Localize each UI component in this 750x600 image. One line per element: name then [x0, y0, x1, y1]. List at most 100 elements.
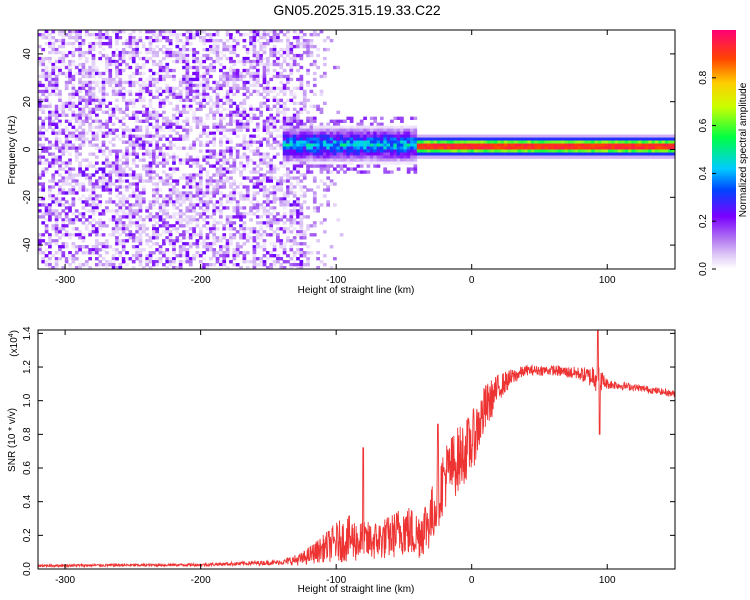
spectrogram-cell — [262, 242, 267, 246]
spectrogram-cell — [98, 185, 103, 189]
spectrogram-cell — [336, 65, 341, 70]
y-tick-label: 0.6 — [22, 461, 33, 475]
spectrogram-cell — [151, 30, 156, 34]
spectrogram-cell — [460, 146, 465, 150]
spectrogram-cell — [185, 98, 190, 103]
spectrogram-cell — [269, 206, 274, 210]
spectrogram-cell — [232, 227, 237, 231]
spectrogram-cell — [135, 164, 139, 168]
spectrogram-cell — [289, 137, 294, 141]
spectrogram-cell — [145, 209, 149, 213]
spectrogram-cell — [604, 146, 609, 150]
spectrogram-cell — [64, 260, 69, 264]
spectrogram-cell — [282, 266, 287, 269]
spectrogram-cell — [453, 140, 458, 144]
spectrogram-cell — [215, 92, 220, 97]
spectrogram-cell — [91, 134, 96, 138]
spectrogram-cell — [396, 158, 401, 162]
spectrogram-cell — [155, 113, 160, 117]
spectrogram-cell — [296, 182, 300, 186]
spectrogram-cell — [322, 134, 327, 138]
spectrogram-cell — [487, 155, 491, 159]
spectrogram-cell — [282, 173, 287, 177]
spectrogram-cell — [61, 152, 66, 156]
spectrogram-cell — [162, 254, 166, 258]
spectrogram-cell — [497, 146, 502, 150]
spectrogram-cell — [634, 134, 639, 138]
spectrogram-cell — [547, 140, 552, 144]
spectrogram-cell — [530, 137, 535, 141]
spectrogram-cell — [58, 227, 62, 231]
spectrogram-cell — [188, 245, 193, 249]
spectrogram-cell — [232, 131, 237, 135]
spectrogram-cell — [510, 134, 515, 138]
spectrogram-cell — [316, 134, 320, 138]
spectrogram-cell — [68, 254, 72, 258]
spectrogram-cell — [403, 149, 408, 153]
spectrogram-cell — [195, 125, 200, 129]
spectrogram-cell — [232, 83, 237, 88]
spectrogram-cell — [530, 146, 535, 150]
spectrogram-cell — [447, 134, 451, 138]
spectrogram-cell — [54, 47, 59, 52]
spectrogram-cell — [172, 200, 176, 204]
spectrogram-cell — [356, 134, 361, 138]
spectrogram-cell — [219, 131, 223, 135]
spectrogram-cell — [480, 143, 485, 147]
spectrogram-cell — [249, 158, 253, 162]
spectrogram-cell — [296, 134, 300, 138]
spectrogram-cell — [78, 44, 82, 49]
spectrogram-cell — [269, 254, 274, 258]
spectrogram-cell — [151, 152, 156, 156]
spectrogram-cell — [396, 161, 401, 165]
spectrogram-cell — [584, 140, 589, 144]
spectrogram-cell — [239, 164, 243, 168]
spectrogram-cell — [38, 158, 42, 162]
spectrogram-cell — [312, 146, 317, 150]
spectrogram-cell — [302, 32, 307, 37]
spectrogram-cell — [265, 194, 270, 198]
spectrogram-cell — [215, 182, 220, 186]
spectrogram-cell — [262, 176, 267, 180]
spectrogram-cell — [138, 128, 143, 132]
spectrogram-cell — [68, 221, 72, 225]
spectrogram-cell — [68, 101, 72, 106]
spectrogram-cell — [282, 212, 287, 216]
spectrogram-cell — [671, 143, 675, 147]
spectrogram-cell — [182, 197, 186, 201]
spectrogram-cell — [88, 164, 92, 168]
spectrogram-cell — [178, 56, 183, 61]
spectrogram-cell — [577, 155, 582, 159]
spectrogram-cell — [219, 254, 223, 258]
spectrogram-cell — [111, 122, 116, 126]
spectrogram-cell — [215, 167, 220, 171]
spectrogram-cell — [245, 140, 250, 144]
spectrogram-cell — [148, 56, 153, 61]
spectrogram-cell — [302, 92, 307, 97]
spectrogram-cell — [125, 146, 129, 150]
spectrogram-cell — [316, 266, 320, 269]
spectrogram-cell — [225, 242, 230, 246]
spectrogram-cell — [510, 140, 515, 144]
spectrogram-cell — [58, 56, 62, 61]
spectrogram-cell — [165, 227, 170, 231]
spectrogram-cell — [165, 176, 170, 180]
spectrogram-cell — [44, 254, 49, 258]
spectrogram-cell — [322, 125, 327, 129]
spectrogram-cell — [259, 74, 263, 79]
spectrogram-cell — [125, 125, 129, 129]
spectrogram-cell — [252, 44, 257, 49]
spectrogram-cell — [121, 131, 126, 135]
spectrogram-cell — [61, 227, 66, 231]
spectrogram-cell — [185, 83, 190, 88]
spectrogram-cell — [309, 41, 314, 46]
spectrogram-cell — [165, 65, 170, 70]
spectrogram-cell — [91, 197, 96, 201]
spectrogram-cell — [121, 173, 126, 177]
spectrogram-cell — [373, 143, 377, 147]
spectrogram-cell — [195, 254, 200, 258]
spectrogram-cell — [38, 203, 42, 207]
spectrogram-cell — [212, 101, 217, 106]
spectrogram-cell — [91, 41, 96, 46]
spectrogram-cell — [312, 194, 317, 198]
